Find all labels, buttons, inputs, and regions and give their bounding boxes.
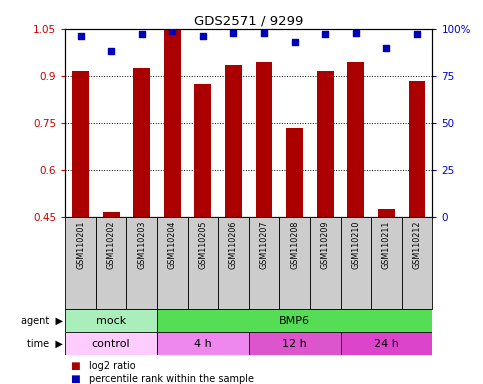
Bar	[286, 127, 303, 217]
Bar	[65, 332, 157, 355]
Text: GSM110202: GSM110202	[107, 221, 115, 269]
Bar	[96, 217, 127, 309]
Bar	[371, 217, 402, 309]
Point	[413, 31, 421, 38]
Bar	[256, 62, 272, 217]
Bar	[65, 217, 96, 309]
Bar	[279, 217, 310, 309]
Point	[199, 33, 207, 40]
Point	[77, 33, 85, 40]
Text: GSM110210: GSM110210	[351, 221, 360, 269]
Bar	[195, 84, 211, 217]
Text: 24 h: 24 h	[374, 339, 399, 349]
Text: GSM110203: GSM110203	[137, 221, 146, 269]
Bar	[409, 81, 426, 217]
Bar	[218, 217, 249, 309]
Bar	[72, 71, 89, 217]
Text: 12 h: 12 h	[282, 339, 307, 349]
Bar	[127, 217, 157, 309]
Point	[352, 30, 360, 36]
Text: time  ▶: time ▶	[27, 339, 63, 349]
Bar	[378, 209, 395, 217]
Text: GSM110207: GSM110207	[259, 221, 269, 269]
Point	[169, 28, 176, 34]
Bar	[249, 217, 279, 309]
Text: GSM110208: GSM110208	[290, 221, 299, 269]
Point	[260, 30, 268, 36]
Bar	[65, 309, 157, 332]
Bar	[103, 212, 119, 217]
Bar	[157, 332, 249, 355]
Text: control: control	[92, 339, 130, 349]
Point	[291, 39, 298, 45]
Text: GSM110206: GSM110206	[229, 221, 238, 269]
Title: GDS2571 / 9299: GDS2571 / 9299	[194, 15, 303, 28]
Bar	[225, 65, 242, 217]
Text: percentile rank within the sample: percentile rank within the sample	[89, 374, 255, 384]
Text: GSM110204: GSM110204	[168, 221, 177, 269]
Point	[229, 30, 237, 36]
Text: BMP6: BMP6	[279, 316, 310, 326]
Bar	[341, 332, 432, 355]
Text: log2 ratio: log2 ratio	[89, 361, 136, 371]
Bar	[402, 217, 432, 309]
Text: GSM110212: GSM110212	[412, 221, 422, 269]
Bar	[164, 30, 181, 217]
Bar	[317, 71, 334, 217]
Text: ■: ■	[70, 374, 80, 384]
Text: agent  ▶: agent ▶	[21, 316, 63, 326]
Text: GSM110201: GSM110201	[76, 221, 85, 269]
Text: GSM110205: GSM110205	[199, 221, 207, 269]
Text: mock: mock	[96, 316, 126, 326]
Text: ■: ■	[70, 361, 80, 371]
Bar	[341, 217, 371, 309]
Bar	[249, 332, 341, 355]
Point	[107, 48, 115, 55]
Bar	[157, 217, 187, 309]
Text: GSM110209: GSM110209	[321, 221, 330, 269]
Point	[138, 31, 145, 38]
Text: GSM110211: GSM110211	[382, 221, 391, 269]
Bar	[310, 217, 341, 309]
Bar	[347, 62, 364, 217]
Point	[383, 45, 390, 51]
Bar	[157, 309, 432, 332]
Bar	[187, 217, 218, 309]
Bar	[133, 68, 150, 217]
Text: 4 h: 4 h	[194, 339, 212, 349]
Point	[321, 31, 329, 38]
